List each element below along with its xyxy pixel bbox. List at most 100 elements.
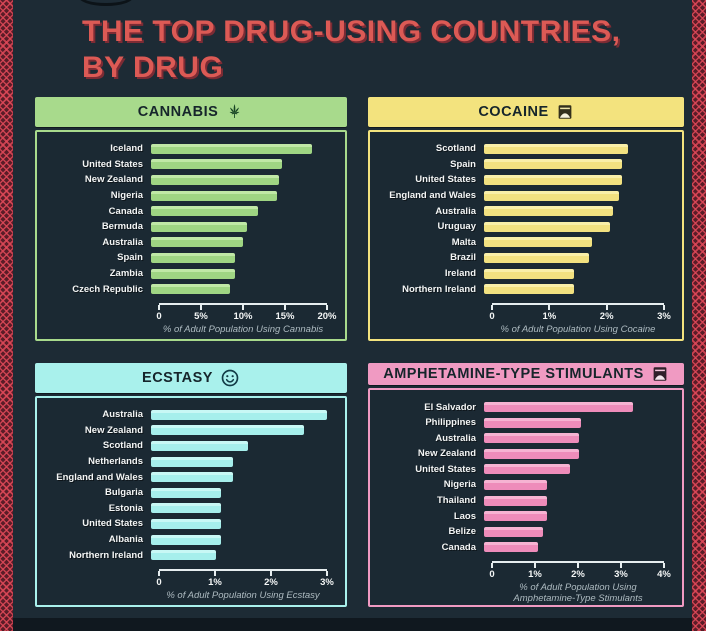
- bar-row: Nigeria: [37, 188, 327, 204]
- axis-tick-label: 10%: [233, 310, 253, 322]
- x-axis-line: [158, 302, 328, 310]
- bar-row: New Zealand: [370, 446, 664, 462]
- country-label: Nigeria: [443, 479, 476, 491]
- axis-tick-label: 0: [489, 310, 495, 322]
- country-label: New Zealand: [84, 424, 143, 436]
- country-label: Bermuda: [101, 221, 143, 233]
- axis-tick-label: 0: [156, 310, 162, 322]
- axis-tick: [663, 563, 665, 569]
- x-axis: 0 1% 2% 3% % of Adult Population Using Coca…: [489, 302, 671, 336]
- country-label: Czech Republic: [72, 283, 143, 295]
- bar-rows: El Salvador Philippines Australia New Zeala…: [370, 399, 664, 555]
- bar-track: [484, 252, 664, 263]
- bar-row: Albania: [37, 532, 327, 548]
- bar-row: United States: [370, 462, 664, 478]
- country-label: England and Wales: [389, 190, 476, 202]
- bar-row: Uruguay: [370, 219, 664, 235]
- bar-row: El Salvador: [370, 399, 664, 415]
- bar-cannabis: [151, 221, 247, 232]
- chart-title: ECSTASY: [142, 370, 213, 386]
- bar-row: United States: [37, 157, 327, 173]
- bar-row: Philippines: [370, 415, 664, 431]
- bar-track: [151, 503, 327, 514]
- bar-cannabis: [151, 284, 231, 295]
- bar-track: [484, 526, 664, 537]
- bar-ecstasy: [151, 472, 234, 483]
- axis-tick-label: 1%: [542, 310, 557, 322]
- bar-cocaine: [484, 221, 610, 232]
- country-label: Canada: [441, 541, 476, 553]
- axis-tick: [158, 570, 160, 576]
- axis-tick: [605, 304, 608, 310]
- country-label: Australia: [102, 409, 143, 421]
- bar-cannabis: [151, 143, 313, 154]
- bar-row: Ireland: [370, 266, 664, 282]
- country-label: Australia: [435, 205, 476, 217]
- bar-row: Zambia: [37, 266, 327, 282]
- bar-row: Australia: [370, 203, 664, 219]
- bar-cocaine: [484, 206, 613, 217]
- x-axis-caption: % of Adult Population Using Amphetamine-…: [513, 582, 643, 605]
- bar-track: [151, 534, 327, 545]
- bar-track: [151, 159, 327, 170]
- chart-plot-area: Iceland United States New Zealand Nigeria Ca…: [35, 130, 347, 341]
- bar-amphetamine: [484, 495, 547, 506]
- axis-tick-label: 0: [489, 569, 495, 581]
- bar-row: Brazil: [370, 250, 664, 266]
- bar-amphetamine: [484, 479, 547, 490]
- chart-plot-area: Australia New Zealand Scotland Netherlands E…: [35, 396, 347, 607]
- axis-tick-label: 2%: [264, 576, 278, 588]
- bar-row: Australia: [37, 235, 327, 251]
- country-label: Belize: [448, 526, 476, 538]
- bar-track: [484, 206, 664, 217]
- bar-ecstasy: [151, 518, 222, 529]
- country-label: Bulgaria: [104, 487, 143, 499]
- x-axis-caption: % of Adult Population Using Cannabis: [162, 323, 324, 335]
- chart-panel-ecstasy: ECSTASY Australia New Zealand Scotland Neth…: [35, 363, 347, 607]
- axis-tick-label: 20%: [317, 310, 337, 322]
- chart-panel-amphetamine: AMPHETAMINE-TYPE STIMULANTS El Salvador P…: [368, 363, 684, 607]
- bar-track: [151, 487, 327, 498]
- axis-tick: [326, 570, 328, 576]
- bar-track: [151, 190, 327, 201]
- bar-cannabis: [151, 190, 277, 201]
- bar-row: Scotland: [37, 438, 327, 454]
- bar-track: [484, 511, 664, 522]
- bar-track: [484, 221, 664, 232]
- bar-track: [151, 518, 327, 529]
- chart-title: AMPHETAMINE-TYPE STIMULANTS: [383, 366, 644, 383]
- bar-row: Thailand: [370, 493, 664, 509]
- axis-tick-label: 2%: [571, 569, 585, 581]
- powder-baggie-icon: [558, 105, 572, 119]
- bar-row: Northern Ireland: [370, 281, 664, 297]
- bar-row: Laos: [370, 508, 664, 524]
- x-axis-tick-labels: 0 1% 2% 3%: [156, 576, 334, 590]
- x-axis-tick-labels: 0 5% 10% 15% 20%: [156, 310, 336, 324]
- bar-row: Iceland: [37, 141, 327, 157]
- chart-panel-cannabis: CANNABIS Iceland United States New Zealand…: [35, 97, 347, 341]
- bar-track: [484, 479, 664, 490]
- bar-cocaine: [484, 143, 628, 154]
- axis-tick: [158, 304, 160, 310]
- bar-track: [484, 402, 664, 413]
- bar-track: [484, 159, 664, 170]
- bar-track: [484, 448, 664, 459]
- country-label: United States: [82, 518, 143, 530]
- bar-track: [484, 417, 664, 428]
- x-axis-line: [158, 568, 328, 576]
- bar-cocaine: [484, 174, 622, 185]
- chart-title: COCAINE: [478, 104, 549, 120]
- chart-title: CANNABIS: [137, 104, 219, 120]
- bar-row: Belize: [370, 524, 664, 540]
- bar-cannabis: [151, 268, 235, 279]
- country-label: England and Wales: [56, 471, 143, 483]
- bar-row: Estonia: [37, 501, 327, 517]
- bar-ecstasy: [151, 550, 216, 561]
- chart-header: ECSTASY: [35, 363, 347, 393]
- country-label: United States: [415, 174, 476, 186]
- country-label: Canada: [108, 205, 143, 217]
- bar-track: [484, 495, 664, 506]
- bar-cannabis: [151, 237, 243, 248]
- bar-cocaine: [484, 252, 589, 263]
- bar-ecstasy: [151, 456, 234, 467]
